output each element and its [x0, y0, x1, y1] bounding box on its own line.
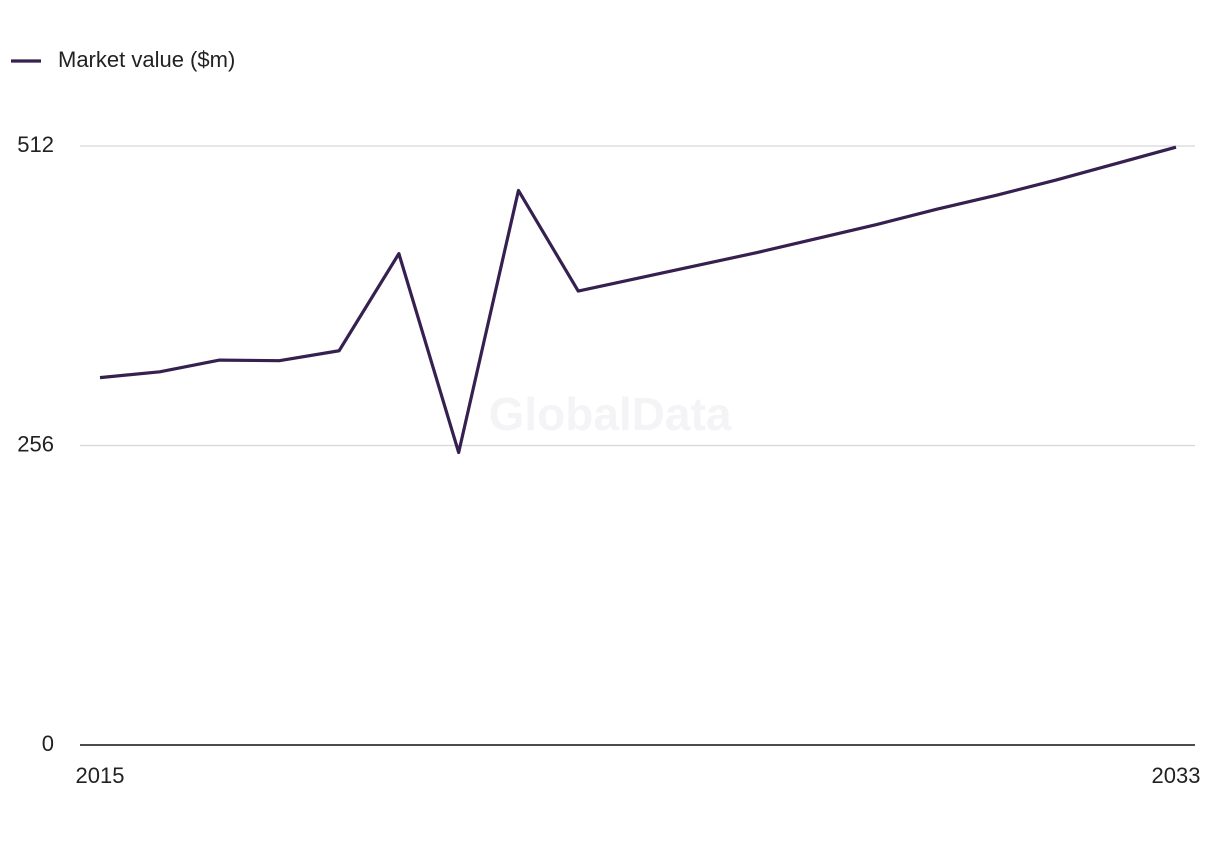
x-tick-label: 2015	[76, 763, 125, 788]
legend-label: Market value ($m)	[58, 47, 235, 72]
y-tick-label: 512	[17, 132, 54, 157]
x-tick-label: 2033	[1152, 763, 1201, 788]
watermark: GlobalData	[489, 388, 732, 440]
y-tick-label: 256	[17, 431, 54, 456]
line	[99, 145, 1177, 455]
y-tick-label: 0	[42, 731, 54, 756]
